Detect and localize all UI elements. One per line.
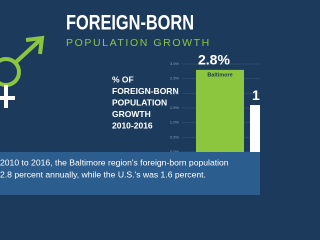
chart-title-line: POPULATION <box>112 97 167 107</box>
chart-title-line: GROWTH <box>112 109 151 119</box>
caption-band-overlay <box>0 152 260 195</box>
chart-title-line: 2010-2016 <box>112 120 153 130</box>
caption-line: 2.8 percent annually, while the U.S.'s w… <box>0 169 206 179</box>
category-label: Baltimore <box>207 72 232 78</box>
bar <box>196 69 244 152</box>
value-label: 2.8% <box>198 52 230 68</box>
caption-line: 2010 to 2016, the Baltimore region's for… <box>0 157 229 167</box>
value-label: 1.6% <box>252 87 260 103</box>
title: FOREIGN-BORN <box>66 12 194 35</box>
icon <box>0 35 45 108</box>
y-tick-label: 0.0% <box>170 149 180 154</box>
y-tick-label: 0.5% <box>170 134 180 139</box>
y-tick-label: 1.0% <box>170 120 180 125</box>
y-tick-label: 2.0% <box>170 90 180 95</box>
infographic: FOREIGN-BORN POPULATION GROWTH % OF FOREI… <box>0 11 260 195</box>
bar <box>250 105 260 152</box>
chart-title-line: % OF <box>112 74 134 84</box>
subtitle: POPULATION GROWTH <box>66 37 211 49</box>
page: FOREIGN-BORN POPULATION GROWTH % OF FOREI… <box>0 11 260 195</box>
y-tick-label: 3.0% <box>170 61 180 66</box>
y-tick-label: 2.5% <box>170 76 180 81</box>
y-tick-label: 1.5% <box>170 105 180 110</box>
chart-title-line: FOREIGN-BORN <box>112 86 179 96</box>
